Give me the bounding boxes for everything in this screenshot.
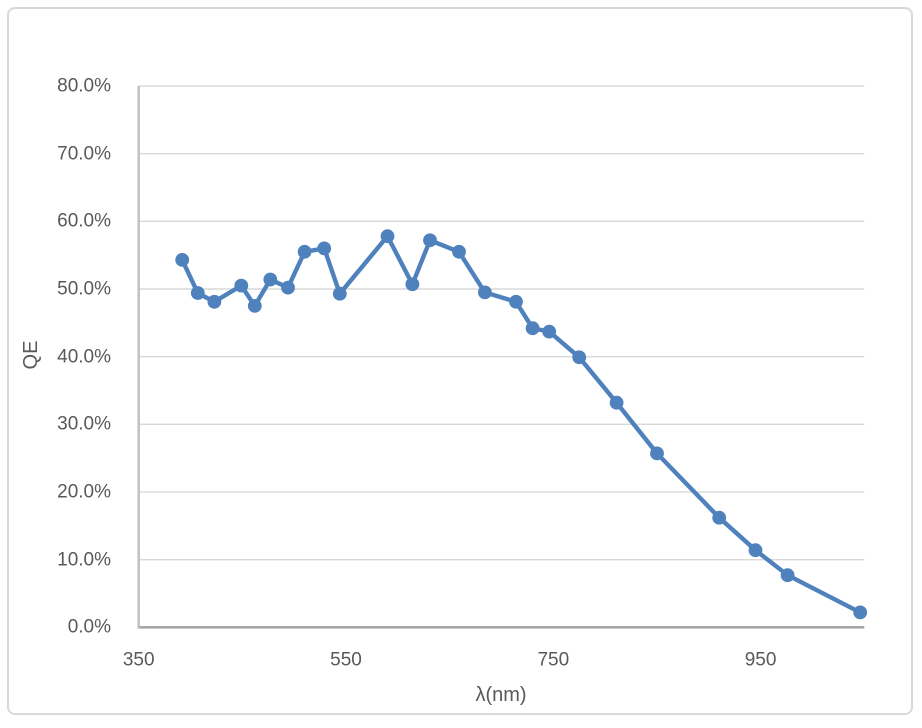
data-point-marker: [748, 543, 763, 558]
data-point-marker: [572, 350, 587, 365]
y-tick-label: 50.0%: [57, 278, 111, 300]
gridlines: [138, 85, 865, 561]
y-tick-label: 30.0%: [57, 413, 111, 435]
y-tick-label: 40.0%: [57, 346, 111, 368]
data-point-marker: [247, 299, 262, 313]
data-point-marker: [175, 253, 190, 267]
x-axis-title: λ(nm): [475, 684, 527, 706]
data-point-marker: [650, 446, 664, 461]
data-point-marker: [234, 278, 249, 293]
data-point-marker: [712, 510, 727, 525]
y-tick-label: 0.0%: [67, 616, 111, 638]
data-point-marker: [542, 324, 557, 339]
y-axis-title: QE: [20, 340, 42, 370]
data-point-marker: [190, 286, 205, 300]
data-point-marker: [780, 568, 795, 583]
data-point-marker: [853, 605, 868, 620]
data-point-marker: [423, 233, 437, 248]
data-point-marker: [405, 277, 420, 292]
data-point-marker: [297, 244, 312, 259]
data-point-marker: [478, 285, 492, 300]
y-tick-label: 70.0%: [57, 143, 111, 165]
y-tick-label: 20.0%: [57, 481, 111, 503]
data-point-marker: [281, 280, 295, 295]
y-tick-label: 10.0%: [57, 549, 111, 571]
chart-border: [7, 7, 913, 715]
y-tick-label: 60.0%: [57, 210, 111, 232]
data-point-marker: [207, 294, 222, 309]
data-point-marker: [317, 241, 332, 256]
data-point-marker: [509, 294, 523, 309]
data-point-marker: [263, 272, 278, 287]
x-tick-label: 750: [537, 649, 570, 671]
y-tick-label: 80.0%: [57, 75, 111, 97]
axis-lines: [137, 86, 865, 629]
data-point-marker: [525, 321, 540, 336]
data-point-marker: [609, 395, 624, 410]
data-point-marker: [332, 286, 347, 301]
series-markers: [175, 229, 868, 620]
x-tick-label: 550: [330, 649, 362, 671]
x-tick-label: 350: [122, 649, 155, 671]
data-point-marker: [380, 229, 395, 244]
data-point-marker: [452, 244, 466, 259]
x-tick-label: 950: [744, 649, 777, 671]
